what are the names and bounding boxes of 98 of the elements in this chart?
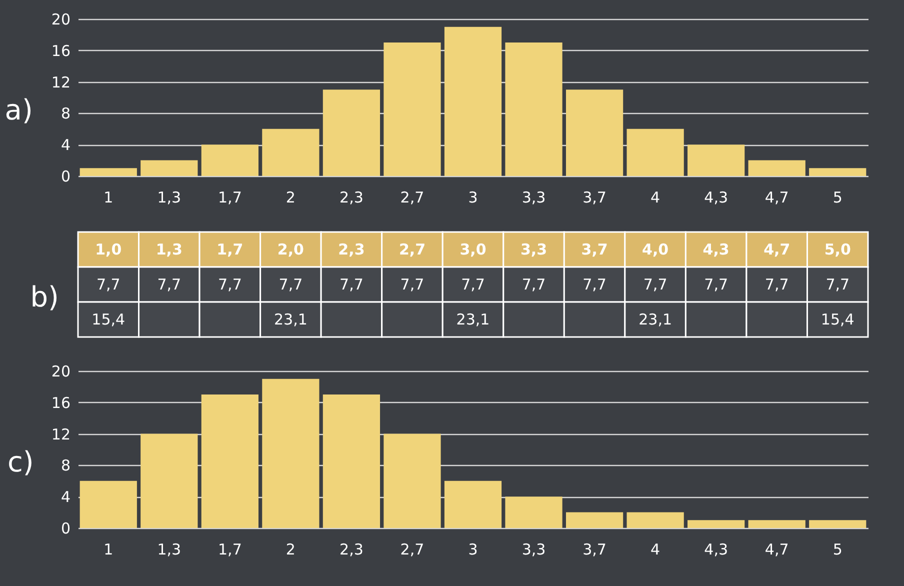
x-tick-label: 1,3 <box>157 540 182 558</box>
x-tick-label: 2,3 <box>340 188 364 206</box>
x-tick-label: 4,7 <box>764 540 789 558</box>
bar <box>384 434 441 528</box>
category-label: 3,0 <box>460 240 486 258</box>
bar <box>505 42 562 176</box>
x-tick-label: 4 <box>650 540 660 558</box>
y-tick-label: 16 <box>51 42 70 60</box>
category-label: 2,3 <box>338 240 365 258</box>
x-tick-label: 2,3 <box>340 540 364 558</box>
x-tick-label: 2,7 <box>400 540 424 558</box>
data-label: 7,7 <box>157 276 182 294</box>
data-label: 7,7 <box>582 276 606 294</box>
category-label: 5,0 <box>824 240 851 258</box>
bar <box>566 512 624 528</box>
x-tick-label: 4,3 <box>704 188 728 206</box>
y-tick-label: 20 <box>51 362 70 380</box>
y-tick-label: 16 <box>51 394 70 412</box>
x-tick-label: 5 <box>832 540 842 558</box>
bar <box>688 144 745 176</box>
data-label: 7,7 <box>522 276 546 294</box>
category-label: 2,7 <box>398 240 426 258</box>
x-tick-label: 3,7 <box>582 540 606 558</box>
data-label: 7,7 <box>461 276 485 294</box>
bar <box>262 128 320 176</box>
y-tick-label: 12 <box>51 73 70 92</box>
category-label: 1,7 <box>216 240 244 258</box>
category-label: 4,3 <box>702 240 730 258</box>
bar <box>505 496 562 528</box>
data-label: 15,4 <box>92 310 126 328</box>
bar <box>809 168 866 176</box>
x-tick-label: 3 <box>468 188 478 206</box>
y-tick-label: 4 <box>60 136 70 154</box>
category-label: 4,0 <box>642 240 669 258</box>
data-label: 7,7 <box>826 276 850 294</box>
data-label: 15,4 <box>820 310 854 328</box>
y-tick-label: 0 <box>60 520 70 538</box>
bar <box>626 128 684 176</box>
bar <box>80 480 137 528</box>
x-tick-label: 3,3 <box>522 188 546 206</box>
category-label: 3,7 <box>581 240 608 258</box>
bar <box>748 520 806 528</box>
x-tick-label: 1,7 <box>218 540 242 558</box>
y-tick-label: 8 <box>60 104 70 123</box>
x-tick-label: 3,3 <box>522 540 546 558</box>
bar <box>444 480 502 528</box>
x-tick-label: 2 <box>286 540 296 558</box>
bar <box>80 168 137 176</box>
bar <box>201 394 258 528</box>
x-tick-label: 4 <box>650 188 660 206</box>
y-tick-label: 20 <box>51 10 70 28</box>
bar <box>201 144 258 176</box>
x-tick-label: 2,7 <box>400 188 424 206</box>
data-label: 7,7 <box>218 276 242 294</box>
x-tick-label: 4,7 <box>764 188 789 206</box>
bar <box>262 378 320 528</box>
text: b) <box>30 280 59 314</box>
data-label: 7,7 <box>96 276 120 294</box>
x-tick-label: 3,7 <box>582 188 606 206</box>
data-label: 7,7 <box>340 276 364 294</box>
bar <box>566 90 624 176</box>
bar <box>140 434 198 528</box>
x-tick-label: 2 <box>286 188 296 206</box>
x-tick-label: 4,3 <box>704 540 728 558</box>
x-tick-label: 5 <box>832 188 842 206</box>
y-tick-label: 12 <box>51 425 70 444</box>
category-label: 1,3 <box>156 240 182 258</box>
x-tick-label: 1 <box>104 540 114 558</box>
category-label: 3,3 <box>520 240 548 258</box>
bar <box>322 394 380 528</box>
y-tick-label: 8 <box>60 456 70 475</box>
bar <box>384 42 441 176</box>
x-tick-label: 1 <box>104 188 114 206</box>
data-label: 7,7 <box>643 276 668 294</box>
data-label: 23,1 <box>456 310 490 328</box>
x-tick-label: 1,3 <box>157 188 182 206</box>
bar <box>688 520 745 528</box>
y-tick-label: 4 <box>60 488 70 506</box>
category-label: 2,0 <box>277 240 304 258</box>
bar <box>626 512 684 528</box>
bar <box>322 90 380 176</box>
data-label: 23,1 <box>638 310 672 328</box>
bar <box>140 160 198 176</box>
category-label: 1,0 <box>95 240 122 258</box>
x-tick-label: 3 <box>468 540 478 558</box>
bar <box>748 160 806 176</box>
data-label: 7,7 <box>400 276 424 294</box>
category-label: 4,7 <box>764 240 790 258</box>
bar <box>444 26 502 176</box>
text: a) <box>4 94 33 126</box>
text: c) <box>7 446 34 478</box>
data-label: 7,7 <box>764 276 789 294</box>
bar <box>809 520 866 528</box>
x-tick-label: 1,7 <box>218 188 242 206</box>
data-label: 7,7 <box>704 276 728 294</box>
y-tick-label: 0 <box>60 168 70 186</box>
data-label: 23,1 <box>274 310 308 328</box>
data-label: 7,7 <box>278 276 303 294</box>
